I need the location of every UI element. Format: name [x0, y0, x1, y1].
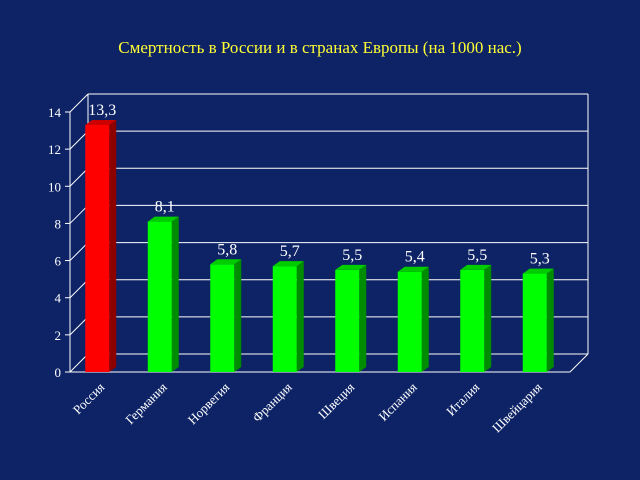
bars: [85, 120, 554, 372]
value-label: 5,4: [405, 249, 425, 266]
bar-8: [522, 268, 554, 372]
value-labels: 13,3 8,1 5,8 5,7 5,5 5,4 5,5 5,3: [88, 102, 550, 268]
bar-front: [85, 125, 110, 372]
gridlines: [69, 93, 588, 373]
bar-front: [335, 269, 360, 372]
bar-side: [296, 261, 304, 372]
y-tick-label: 2: [55, 328, 62, 343]
bar-side: [171, 216, 179, 372]
bar-side: [234, 259, 242, 372]
bar-side: [484, 264, 492, 372]
gridline-depth: [69, 279, 89, 299]
value-label: 8,1: [155, 199, 175, 216]
bar-top: [210, 259, 242, 265]
gridline-depth: [69, 93, 89, 113]
y-tick-label: 0: [55, 365, 62, 380]
y-tick-label: 8: [55, 216, 62, 231]
category-label: Россия: [70, 380, 108, 418]
y-tick-label: 10: [48, 179, 61, 194]
y-tick-label: 4: [55, 291, 62, 306]
bar-front: [460, 269, 485, 372]
bar-top: [85, 120, 117, 125]
category-label: Испания: [375, 380, 419, 424]
bar-front: [147, 221, 172, 372]
category-label: Швеция: [315, 380, 357, 422]
value-label: 13,3: [88, 102, 116, 119]
category-label: Италия: [443, 380, 482, 419]
y-tick-label: 12: [48, 142, 61, 157]
category-labels: Россия Германия Норвегия Франция Швеция Испан…: [70, 380, 545, 436]
axes: [69, 94, 589, 373]
gridline-depth: [69, 167, 89, 187]
value-label: 5,5: [342, 247, 362, 264]
gridline-depth: [69, 130, 89, 150]
bar-front: [397, 271, 422, 372]
gridline-depth: [69, 205, 89, 224]
y-tick-label: 14: [48, 105, 62, 120]
bar-7: [460, 264, 492, 372]
bar-side: [359, 264, 367, 372]
bar-5: [335, 264, 367, 372]
bar-side: [546, 268, 554, 372]
floor-right-edge: [569, 353, 589, 373]
bar-front: [210, 264, 235, 372]
bar-side: [109, 120, 117, 372]
bar-6: [397, 266, 429, 372]
bar-top: [397, 266, 429, 272]
bar-2: [147, 216, 179, 372]
chart-title: Смертность в России и в странах Европы (…: [118, 38, 521, 57]
gridline-depth: [69, 353, 89, 373]
value-label: 5,5: [467, 247, 487, 264]
bar-1: [85, 120, 117, 372]
value-label: 5,7: [280, 243, 300, 260]
category-label: Норвегия: [185, 380, 233, 428]
value-label: 5,3: [530, 251, 550, 268]
bar-top: [335, 264, 367, 270]
gridline-depth: [69, 316, 89, 336]
bar-top: [147, 216, 179, 222]
value-label: 5,8: [217, 241, 237, 258]
y-tick-label: 6: [55, 254, 62, 269]
bar-side: [421, 266, 429, 372]
category-label: Швейцария: [489, 380, 545, 436]
bar-top: [272, 261, 304, 267]
bar-front: [272, 266, 297, 372]
bar-top: [460, 264, 492, 270]
bar-3: [210, 259, 242, 372]
bar-4: [272, 261, 304, 372]
category-label: Германия: [122, 380, 170, 428]
bar-top: [522, 268, 554, 274]
y-axis-ticks: 0 2 4 6 8 10 12 14: [48, 105, 70, 380]
bar-front: [522, 273, 547, 372]
category-label: Франция: [249, 380, 295, 426]
gridline-depth: [69, 242, 89, 261]
